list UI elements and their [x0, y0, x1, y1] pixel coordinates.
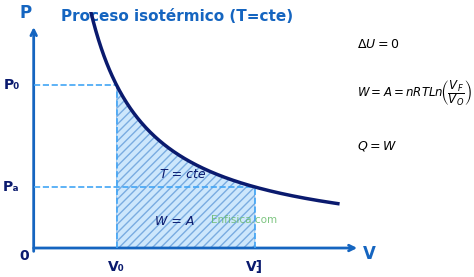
Text: Pₐ: Pₐ [3, 180, 20, 194]
Text: P₀: P₀ [4, 78, 20, 92]
Text: $W = A = nRTLn\!\left(\dfrac{V_F}{V_O}\right)$: $W = A = nRTLn\!\left(\dfrac{V_F}{V_O}\r… [357, 78, 472, 108]
Text: P: P [19, 4, 31, 22]
Text: Isoterma: Isoterma [0, 276, 1, 277]
Text: $\Delta U = 0$: $\Delta U = 0$ [357, 38, 400, 51]
Text: $Q = W$: $Q = W$ [357, 139, 397, 153]
Text: W = A: W = A [155, 215, 194, 228]
Text: V: V [363, 245, 375, 263]
Text: Enfisica.com: Enfisica.com [211, 214, 277, 225]
Text: V⁆: V⁆ [246, 260, 264, 274]
Text: V₀: V₀ [108, 260, 125, 274]
Text: T = cte: T = cte [160, 168, 206, 181]
Text: 0: 0 [19, 249, 28, 263]
Text: Proceso isotérmico (T=cte): Proceso isotérmico (T=cte) [62, 9, 293, 24]
